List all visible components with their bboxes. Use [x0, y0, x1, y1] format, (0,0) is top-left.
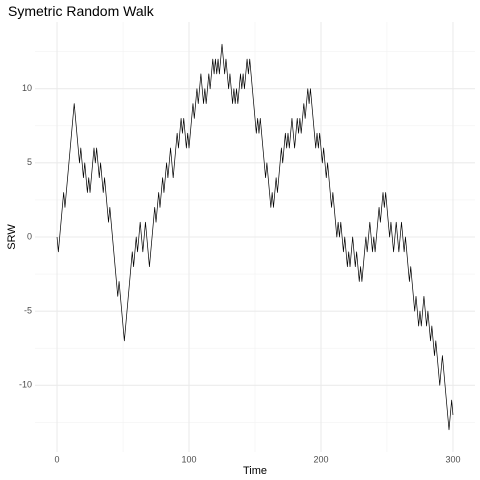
x-tick-label: 100 — [181, 454, 196, 464]
y-axis-title: SRW — [6, 224, 18, 250]
x-tick-label: 0 — [55, 454, 60, 464]
line — [56, 43, 454, 431]
y-tick-label: 0 — [27, 231, 32, 241]
y-tick-label: -5 — [24, 306, 32, 316]
y-tick-label: 5 — [27, 157, 32, 167]
x-tick-label: 200 — [313, 454, 328, 464]
grid — [35, 22, 475, 452]
y-tick-label: 10 — [22, 83, 32, 93]
x-tick-label: 300 — [445, 454, 460, 464]
x-axis-title: Time — [243, 465, 267, 477]
plot-area — [56, 43, 454, 431]
chart-title: Symetric Random Walk — [8, 3, 155, 19]
y-tick-label: -10 — [19, 380, 32, 390]
